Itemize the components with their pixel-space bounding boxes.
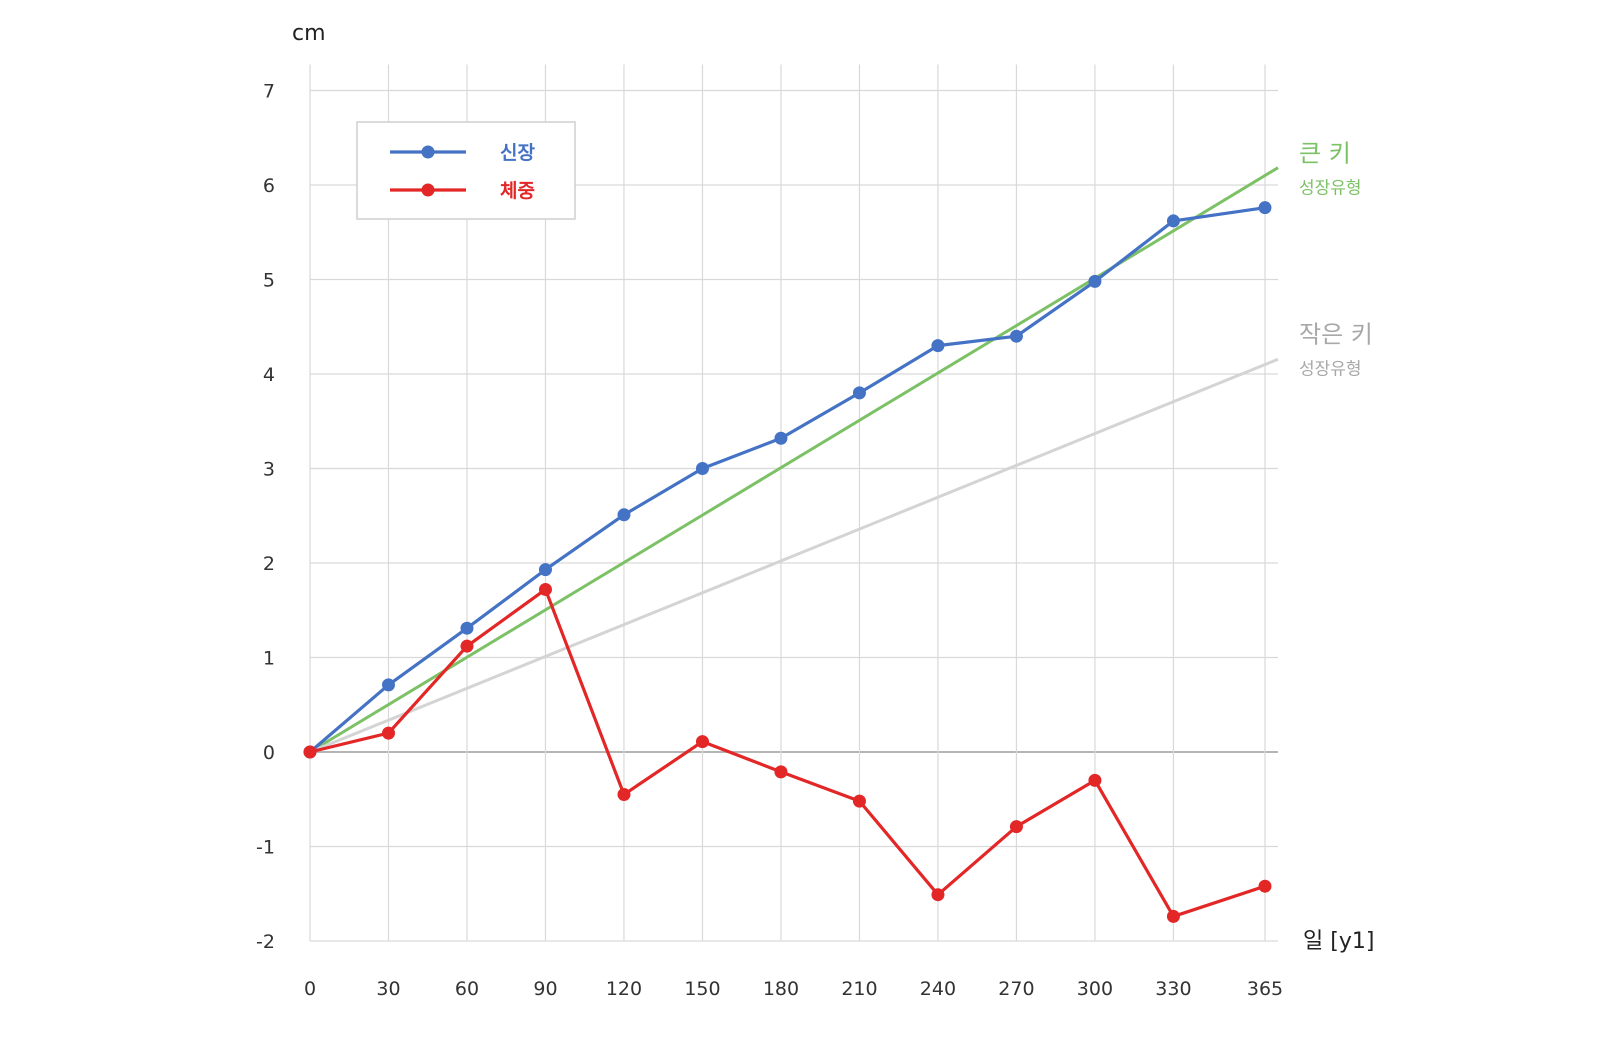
y-tick-label: 6: [263, 175, 275, 197]
x-tick-label: 270: [998, 978, 1034, 1000]
data-point: [538, 563, 552, 577]
x-tick-label: 0: [304, 978, 316, 1000]
x-tick-label: 90: [533, 978, 557, 1000]
data-point: [381, 678, 395, 692]
y-unit-label: cm: [292, 21, 326, 46]
legend-swatch-marker: [421, 145, 435, 159]
y-tick-label: 4: [263, 364, 275, 386]
data-point: [303, 745, 317, 759]
data-point: [931, 339, 945, 353]
axes: cm 일 [y1] -2 -1 0 1 2 3 4 5 6 7 0 30 60 90 120 150 180 21…: [256, 21, 1374, 1000]
legend-swatch-marker: [421, 183, 435, 197]
data-series: [303, 201, 1272, 923]
x-tick-label: 330: [1155, 978, 1191, 1000]
reference-sublabel: 성장유형: [1299, 360, 1362, 380]
x-tick-label: 180: [763, 978, 799, 1000]
y-tick-label: -1: [256, 837, 275, 859]
x-tick-label: 210: [841, 978, 877, 1000]
legend-label: 체중: [500, 180, 535, 202]
data-point: [1088, 773, 1102, 787]
data-point: [1166, 214, 1180, 228]
data-point: [617, 508, 631, 522]
data-point: [460, 639, 474, 653]
data-point: [695, 462, 709, 475]
x-tick-label: 240: [920, 978, 956, 1000]
data-point: [617, 788, 631, 802]
x-tick-label: 60: [455, 978, 479, 1000]
data-point: [1166, 909, 1180, 923]
data-point: [852, 794, 866, 808]
x-tick-label: 30: [376, 978, 400, 1000]
y-tick-label: 2: [263, 553, 275, 575]
legend-label: 신장: [500, 142, 535, 164]
y-tick-label: 0: [263, 742, 275, 764]
x-tick-label: 365: [1247, 978, 1283, 1000]
data-point: [1009, 329, 1023, 343]
y-tick-label: 7: [263, 81, 275, 103]
data-point: [1258, 201, 1272, 215]
data-point: [774, 431, 788, 445]
reference-label: 작은 키: [1299, 321, 1373, 349]
data-point: [460, 621, 474, 635]
reference-sublabel: 성장유형: [1299, 179, 1362, 199]
data-point: [1258, 879, 1272, 893]
data-point: [774, 765, 788, 779]
x-tick-label: 300: [1077, 978, 1113, 1000]
data-point: [852, 386, 866, 400]
y-tick-label: 5: [263, 270, 275, 292]
data-point: [695, 735, 709, 749]
legend-box: [356, 121, 576, 220]
x-tick-label: 150: [684, 978, 720, 1000]
x-unit-label: 일 [y1]: [1303, 929, 1374, 954]
data-point: [931, 888, 945, 902]
y-tick-label: -2: [256, 931, 275, 953]
y-tick-label: 3: [263, 459, 275, 481]
data-point: [538, 582, 552, 596]
series-line: [308, 206, 1266, 754]
reference-line: [309, 357, 1279, 754]
data-point: [1088, 274, 1102, 288]
reference-label: 큰 키: [1299, 140, 1351, 168]
reference-line: [309, 166, 1279, 754]
x-tick-label: 120: [606, 978, 642, 1000]
data-point: [381, 726, 395, 740]
y-tick-label: 1: [263, 648, 275, 670]
data-point: [1009, 820, 1023, 834]
